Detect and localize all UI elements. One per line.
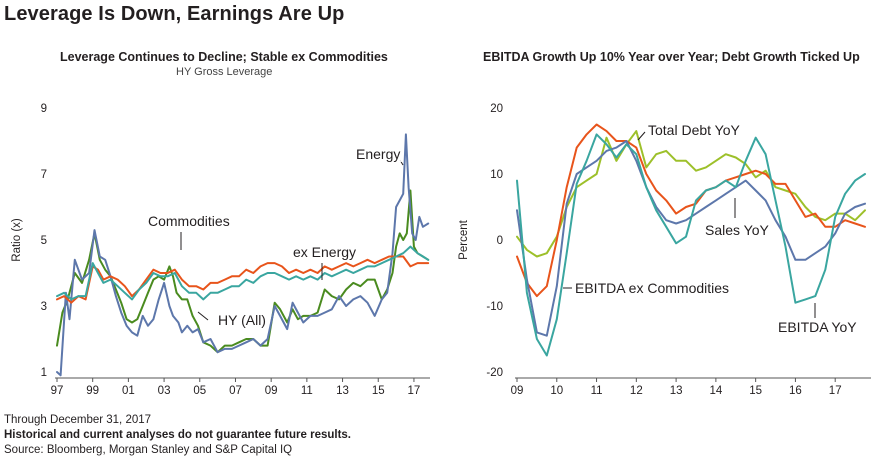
page-title: Leverage Is Down, Earnings Are Up	[4, 3, 345, 25]
left-y-tick-label: 5	[41, 235, 47, 247]
right-annotation-sales-yoy: Sales YoY	[705, 222, 769, 238]
left-series-energy-line	[56, 133, 430, 377]
right-x-tick-label: 17	[829, 385, 842, 397]
right-annotation-leader	[637, 131, 646, 141]
right-x-tick-label: 09	[511, 385, 524, 397]
left-annotation-energy: Energy	[356, 146, 400, 162]
right-annotation-ebitda-yoy: EBITDA YoY	[778, 319, 857, 335]
right-y-axis-label: Percent	[458, 219, 470, 259]
right-y-tick-label: 20	[490, 103, 503, 115]
right-annotation-backdrop	[573, 280, 732, 296]
left-x-tick-label: 11	[301, 385, 313, 397]
right-x-tick-label: 14	[709, 385, 722, 397]
left-annotation-ex-energy: ex Energy	[293, 244, 356, 260]
right-x-tick-label: 13	[670, 385, 683, 397]
footer-disclaimer: Historical and current analyses do not g…	[4, 429, 352, 441]
left-annotation-backdrop	[354, 146, 403, 162]
left-x-tick-label: 15	[372, 385, 385, 397]
left-annotation-hy-all: HY (All)	[218, 312, 266, 328]
left-y-axis-label: Ratio (x)	[11, 218, 23, 262]
right-chart-title: EBITDA Growth Up 10% Year over Year; Deb…	[483, 50, 860, 64]
left-x-tick-label: 13	[336, 385, 349, 397]
right-y-tick-label: -10	[486, 301, 503, 313]
left-y-tick-label: 9	[41, 103, 47, 115]
right-chart: Percent -20 -10 0 10 20 09 10 11 12 13 14 15 16 17 Tota…	[458, 103, 871, 397]
right-annotation-total-debt-yoy: Total Debt YoY	[648, 122, 741, 138]
left-x-tick-label: 05	[193, 385, 206, 397]
left-x-tick-label: 03	[158, 385, 171, 397]
left-y-tick-label: 1	[41, 367, 47, 379]
left-x-tick-label: 09	[265, 385, 278, 397]
left-annotation-backdrop	[291, 244, 359, 260]
right-x-tick-label: 12	[630, 385, 643, 397]
right-x-tick-label: 15	[749, 385, 762, 397]
right-annotation-backdrop	[776, 319, 860, 335]
left-x-tick-label: 07	[229, 385, 242, 397]
right-y-tick-label: 10	[490, 169, 503, 181]
right-series-sales-yoy-line	[516, 123, 866, 298]
left-y-tick-label: 7	[41, 169, 47, 181]
left-x-tick-label: 99	[86, 385, 99, 397]
right-x-tick-label: 16	[789, 385, 802, 397]
right-annotation-ebitda-ex-commodities: EBITDA ex Commodities	[575, 280, 729, 296]
right-x-tick-label: 11	[591, 385, 603, 397]
footer-source: Source: Bloomberg, Morgan Stanley and S&…	[4, 444, 293, 456]
right-annotation-backdrop	[703, 222, 772, 238]
left-x-tick-label: 17	[408, 385, 421, 397]
left-chart-subtitle: HY Gross Leverage	[176, 66, 273, 78]
right-x-tick-label: 10	[550, 385, 563, 397]
right-annotation-backdrop	[646, 122, 743, 138]
right-y-tick-label: -20	[486, 367, 503, 379]
left-y-tick-label: 3	[41, 301, 47, 313]
left-annotation-backdrop	[146, 213, 232, 229]
left-chart-title: Leverage Continues to Decline; Stable ex…	[60, 50, 388, 64]
left-annotation-backdrop	[216, 312, 268, 328]
left-series-hy-all-line	[56, 245, 430, 301]
left-annotation-commodities: Commodities	[148, 213, 230, 229]
right-series-ebitda-yoy-line	[516, 133, 866, 357]
left-annotation-leader	[197, 311, 209, 321]
left-x-tick-label: 97	[51, 385, 64, 397]
footer-date-note: Through December 31, 2017	[4, 414, 152, 426]
left-series-ex-energy-line	[56, 255, 430, 304]
right-y-tick-label: 0	[497, 235, 503, 247]
left-x-tick-label: 01	[122, 385, 135, 397]
